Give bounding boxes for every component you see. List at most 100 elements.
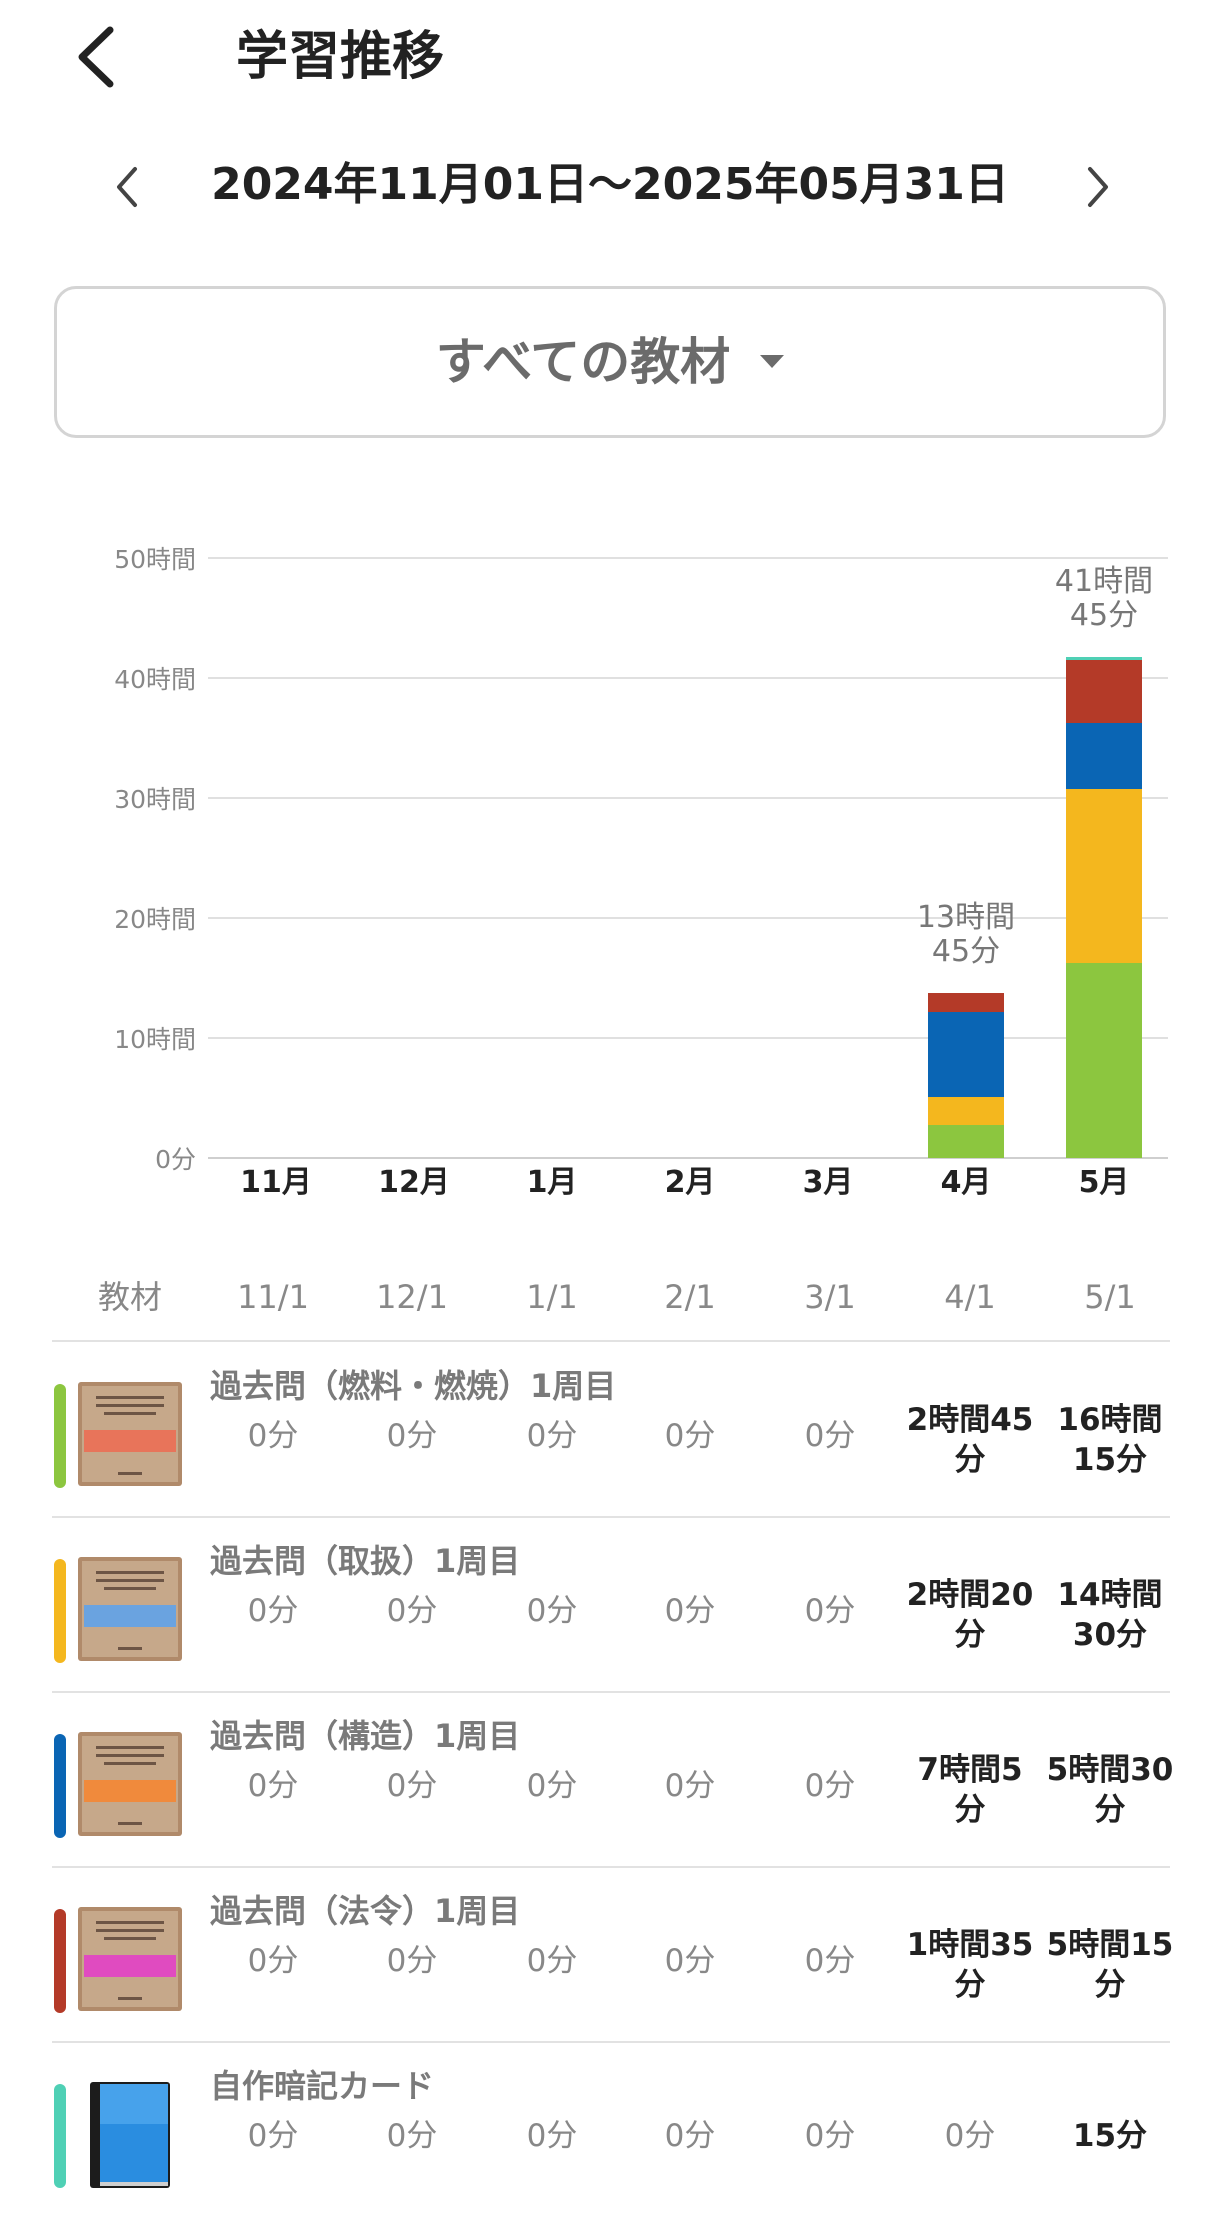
study-time-cell: 0分 xyxy=(664,1943,716,1979)
divider xyxy=(52,1691,1170,1693)
study-time-cell: 0分 xyxy=(386,1768,438,1804)
material-title: 過去問（法令）1周目 xyxy=(210,1892,521,1930)
bar-segment xyxy=(928,1097,1004,1125)
y-tick-label: 0分 xyxy=(155,1145,196,1174)
x-tick-label: 12月 xyxy=(378,1165,450,1200)
study-time-cell: 0分 xyxy=(804,1943,856,1979)
column-header-month: 3/1 xyxy=(804,1278,856,1316)
page-title: 学習推移 xyxy=(236,27,445,87)
app-header: 学習推移 xyxy=(0,0,1220,120)
material-color-indicator xyxy=(54,1909,66,2013)
study-time-cell: 2時間20 分 xyxy=(906,1577,1034,1653)
next-range-button[interactable] xyxy=(1072,157,1122,217)
bar-segment xyxy=(1066,660,1142,723)
material-thumbnail xyxy=(78,1732,182,1836)
column-header-month: 5/1 xyxy=(1084,1278,1136,1316)
total-label: 45分 xyxy=(1070,598,1138,633)
material-title: 過去問（取扱）1周目 xyxy=(210,1542,521,1580)
material-color-indicator xyxy=(54,1559,66,1663)
material-row[interactable]: 過去問（法令）1周目 0分 0分 0分 0分 0分 1時間35 分 5時間15 分 xyxy=(0,1867,1220,2041)
study-time-cell: 1時間35 分 xyxy=(906,1927,1034,2003)
back-button[interactable] xyxy=(70,22,130,92)
y-tick-label: 50時間 xyxy=(114,545,196,574)
material-color-indicator xyxy=(54,1734,66,1838)
y-tick-label: 20時間 xyxy=(114,905,196,934)
study-time-cell: 0分 xyxy=(804,2118,856,2154)
study-time-cell: 14時間 30分 xyxy=(1057,1577,1163,1653)
material-thumbnail xyxy=(78,1382,182,1486)
total-label: 41時間 xyxy=(1055,564,1153,599)
x-tick-label: 11月 xyxy=(240,1165,312,1200)
study-time-cell: 16時間 15分 xyxy=(1057,1402,1163,1478)
study-time-cell: 0分 xyxy=(526,1943,578,1979)
divider xyxy=(52,1340,1170,1342)
study-time-cell: 2時間45 分 xyxy=(906,1402,1034,1478)
y-tick-label: 10時間 xyxy=(114,1025,196,1054)
table-header: 教材 11/1 12/1 1/1 2/1 3/1 4/1 5/1 xyxy=(0,1262,1220,1332)
study-time-cell: 0分 xyxy=(247,2118,299,2154)
chevron-right-icon xyxy=(1088,167,1108,207)
bar-segment xyxy=(1066,789,1142,963)
material-title: 過去問（燃料・燃焼）1周目 xyxy=(210,1367,617,1405)
caret-down-icon xyxy=(760,355,785,368)
date-range-label: 2024年11月01日〜2025年05月31日 xyxy=(211,159,1009,210)
study-time-cell: 0分 xyxy=(944,2118,996,2154)
study-time-cell: 0分 xyxy=(526,2118,578,2154)
column-header-month: 2/1 xyxy=(664,1278,716,1316)
material-color-indicator xyxy=(54,1384,66,1488)
study-time-cell: 0分 xyxy=(526,1768,578,1804)
study-time-cell: 0分 xyxy=(386,1593,438,1629)
study-time-cell: 0分 xyxy=(526,1593,578,1629)
total-label: 45分 xyxy=(932,934,1000,969)
notebook-icon xyxy=(90,2082,170,2188)
study-time-cell: 0分 xyxy=(247,1593,299,1629)
study-time-cell: 0分 xyxy=(664,1418,716,1454)
study-time-cell: 0分 xyxy=(247,1418,299,1454)
study-time-cell: 0分 xyxy=(804,1418,856,1454)
chevron-left-icon xyxy=(78,26,114,88)
divider xyxy=(52,2041,1170,2043)
y-tick-label: 30時間 xyxy=(114,785,196,814)
bar-segment xyxy=(1066,657,1142,660)
x-tick-label: 2月 xyxy=(665,1165,716,1200)
bar-segment xyxy=(928,993,1004,1013)
study-time-cell: 0分 xyxy=(386,2118,438,2154)
material-filter-select[interactable]: すべての教材 xyxy=(54,286,1166,438)
x-tick-label: 3月 xyxy=(803,1165,854,1200)
study-time-cell: 0分 xyxy=(804,1768,856,1804)
chevron-left-icon xyxy=(117,167,137,207)
x-tick-label: 5月 xyxy=(1079,1165,1130,1200)
bar-segment xyxy=(1066,723,1142,789)
material-filter-label: すべての教材 xyxy=(435,333,731,391)
study-time-cell: 0分 xyxy=(664,1768,716,1804)
material-row[interactable]: 過去問（取扱）1周目 0分 0分 0分 0分 0分 2時間20 分 14時間 30分 xyxy=(0,1517,1220,1691)
material-thumbnail xyxy=(78,1907,182,2011)
study-time-cell: 0分 xyxy=(247,1768,299,1804)
total-label: 13時間 xyxy=(917,900,1015,935)
column-header-material: 教材 xyxy=(97,1278,162,1316)
study-time-chart: 0分 10時間 20時間 30時間 40時間 50時間 11月 12月 1月 2月 3月 4月 5月 13… xyxy=(114,545,1168,1200)
study-time-cell: 0分 xyxy=(804,1593,856,1629)
column-header-month: 11/1 xyxy=(237,1278,309,1316)
column-header-month: 12/1 xyxy=(376,1278,448,1316)
study-time-cell: 5時間15 分 xyxy=(1046,1927,1174,2003)
study-time-cell: 0分 xyxy=(386,1418,438,1454)
material-thumbnail xyxy=(78,1557,182,1661)
divider xyxy=(52,1516,1170,1518)
bar-segment xyxy=(928,1012,1004,1098)
study-time-cell: 15分 xyxy=(1072,2118,1148,2154)
material-row[interactable]: 過去問（構造）1周目 0分 0分 0分 0分 0分 7時間5 分 5時間30 分 xyxy=(0,1692,1220,1866)
study-time-cell: 7時間5 分 xyxy=(917,1752,1023,1828)
material-row[interactable]: 過去問（燃料・燃焼）1周目 0分 0分 0分 0分 0分 2時間45 分 16時間 15分 xyxy=(0,1342,1220,1516)
study-time-cell: 5時間30 分 xyxy=(1046,1752,1174,1828)
column-header-month: 4/1 xyxy=(944,1278,996,1316)
date-range-bar: 2024年11月01日〜2025年05月31日 xyxy=(0,145,1220,225)
material-title: 過去問（構造）1周目 xyxy=(210,1717,521,1755)
study-time-cell: 0分 xyxy=(386,1943,438,1979)
divider xyxy=(52,1866,1170,1868)
previous-range-button[interactable] xyxy=(103,157,153,217)
x-tick-label: 4月 xyxy=(941,1165,992,1200)
study-time-cell: 0分 xyxy=(247,1943,299,1979)
material-row[interactable]: 自作暗記カード 0分 0分 0分 0分 0分 0分 15分 xyxy=(0,2042,1220,2216)
material-title: 自作暗記カード xyxy=(210,2067,435,2105)
